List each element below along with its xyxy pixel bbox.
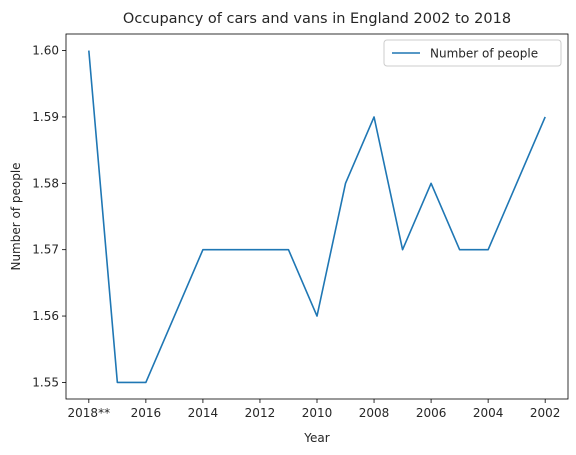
- x-tick-label: 2002: [530, 406, 561, 420]
- y-tick-label: 1.59: [32, 110, 59, 124]
- legend-box: [383, 39, 562, 67]
- x-tick-label: 2016: [131, 406, 162, 420]
- y-axis: 1.55 1.56 1.57 1.58 1.59 1.60: [32, 44, 66, 389]
- legend: Number of people: [383, 39, 562, 67]
- y-tick-label: 1.60: [32, 44, 59, 58]
- legend-label: Number of people: [430, 47, 538, 61]
- chart-title: Occupancy of cars and vans in England 20…: [123, 11, 511, 27]
- series-line: [88, 50, 546, 384]
- x-tick-label: 2006: [416, 406, 447, 420]
- x-tick-label: 2018**: [68, 406, 111, 420]
- y-tick-label: 1.57: [32, 243, 59, 257]
- x-axis-label: Year: [303, 431, 329, 445]
- y-tick-label: 1.55: [32, 375, 59, 389]
- y-tick-label: 1.56: [32, 309, 59, 323]
- series-group: [88, 50, 546, 384]
- plot-area: [65, 33, 569, 400]
- x-tick-label: 2008: [359, 406, 390, 420]
- y-axis-label: Number of people: [9, 162, 23, 270]
- x-axis: 2018** 2016 2014 2012 2010 2008 2006 2004 2002: [68, 399, 561, 420]
- x-tick-label: 2004: [473, 406, 504, 420]
- plot-frame: [65, 33, 569, 400]
- x-tick-label: 2014: [188, 406, 219, 420]
- x-tick-label: 2012: [245, 406, 276, 420]
- y-tick-label: 1.58: [32, 176, 59, 190]
- x-tick-label: 2010: [302, 406, 333, 420]
